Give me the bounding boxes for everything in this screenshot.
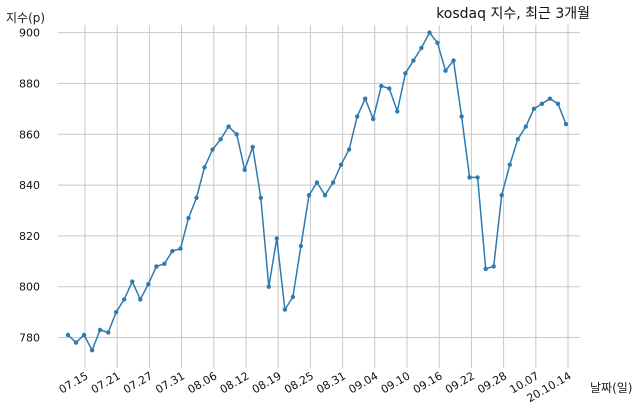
- x-tick-label: 09.04: [347, 369, 381, 396]
- data-point: [483, 266, 488, 272]
- data-point: [81, 332, 87, 338]
- x-tick-label: 08.19: [250, 369, 284, 396]
- data-point: [162, 261, 167, 266]
- data-point: [531, 106, 537, 112]
- x-tick-label: 08.06: [186, 369, 220, 396]
- data-point: [379, 83, 384, 89]
- x-tick-label: 08.31: [314, 369, 348, 396]
- y-axis-ticks: 780 800 820 840 860 880 900: [19, 27, 40, 345]
- chart-title: kosdaq 지수, 최근 3개월: [436, 6, 590, 22]
- data-point: [130, 279, 135, 284]
- data-point: [451, 58, 456, 63]
- x-tick-label: 07.31: [153, 369, 187, 396]
- data-point: [274, 236, 279, 241]
- data-point: [170, 248, 175, 254]
- data-point: [475, 175, 480, 180]
- y-tick-label: 780: [19, 332, 40, 345]
- data-point: [563, 121, 569, 127]
- x-axis-label: 날짜(일): [590, 381, 632, 395]
- data-point: [234, 132, 239, 137]
- data-point: [443, 68, 448, 73]
- data-point: [186, 215, 191, 221]
- grid: [58, 25, 580, 368]
- y-tick-label: 900: [19, 27, 40, 40]
- data-point: [427, 30, 432, 35]
- data-point: [467, 175, 472, 180]
- data-point: [290, 294, 296, 300]
- data-point: [491, 264, 496, 269]
- x-tick-label: 07.15: [57, 369, 91, 396]
- data-point: [298, 243, 304, 249]
- x-tick-label: 08.12: [218, 369, 252, 396]
- data-point: [555, 101, 561, 107]
- series: [65, 30, 569, 353]
- y-tick-label: 860: [19, 128, 40, 141]
- data-point: [202, 165, 207, 170]
- x-tick-label: 09.28: [475, 369, 509, 396]
- data-point: [523, 124, 528, 129]
- x-tick-label: 07.21: [89, 369, 123, 396]
- data-point: [507, 162, 512, 167]
- data-point: [146, 282, 151, 287]
- x-tick-label: 08.25: [282, 369, 316, 396]
- data-point: [73, 340, 79, 345]
- data-point: [97, 327, 103, 333]
- kosdaq-series-line: [67, 31, 567, 352]
- data-point: [266, 284, 271, 289]
- x-tick-label: 07.27: [121, 369, 155, 396]
- data-point: [363, 96, 368, 101]
- data-point: [122, 297, 127, 302]
- data-point: [419, 45, 424, 51]
- data-point: [106, 330, 111, 335]
- y-tick-label: 880: [19, 77, 40, 90]
- data-point: [242, 167, 247, 172]
- data-point: [346, 147, 352, 152]
- data-point: [515, 137, 520, 142]
- data-point: [435, 40, 440, 45]
- y-tick-label: 840: [19, 179, 40, 192]
- data-point: [250, 144, 255, 150]
- data-point: [387, 86, 392, 91]
- data-point: [403, 71, 408, 76]
- data-point: [306, 193, 312, 198]
- data-point: [338, 162, 344, 167]
- data-point: [226, 124, 231, 129]
- x-axis-ticks: 07.1507.2107.2707.3108.0608.1208.1908.25…: [57, 369, 574, 405]
- data-point: [194, 195, 199, 200]
- y-tick-label: 800: [19, 281, 40, 294]
- data-point: [459, 114, 464, 119]
- data-point: [218, 137, 223, 142]
- data-point: [499, 193, 504, 198]
- data-point: [371, 116, 376, 122]
- data-point: [138, 297, 143, 302]
- data-point: [330, 180, 336, 185]
- y-tick-label: 820: [19, 230, 40, 243]
- y-axis-label: 지수(p): [6, 11, 45, 25]
- data-point: [65, 332, 71, 338]
- data-point: [322, 193, 328, 198]
- x-tick-label: 09.22: [443, 369, 477, 396]
- data-point: [539, 101, 545, 107]
- data-point: [114, 309, 119, 315]
- data-point: [355, 114, 360, 119]
- data-point: [258, 195, 263, 200]
- data-point: [282, 307, 288, 312]
- data-point: [154, 264, 159, 269]
- data-point: [89, 348, 95, 353]
- data-point: [547, 96, 553, 101]
- data-point: [411, 58, 416, 63]
- data-point: [210, 147, 215, 152]
- x-tick-label: 09.10: [379, 369, 413, 396]
- data-point: [314, 180, 320, 185]
- x-tick-label: 09.16: [411, 369, 445, 396]
- data-point: [395, 109, 400, 114]
- data-point: [178, 246, 183, 251]
